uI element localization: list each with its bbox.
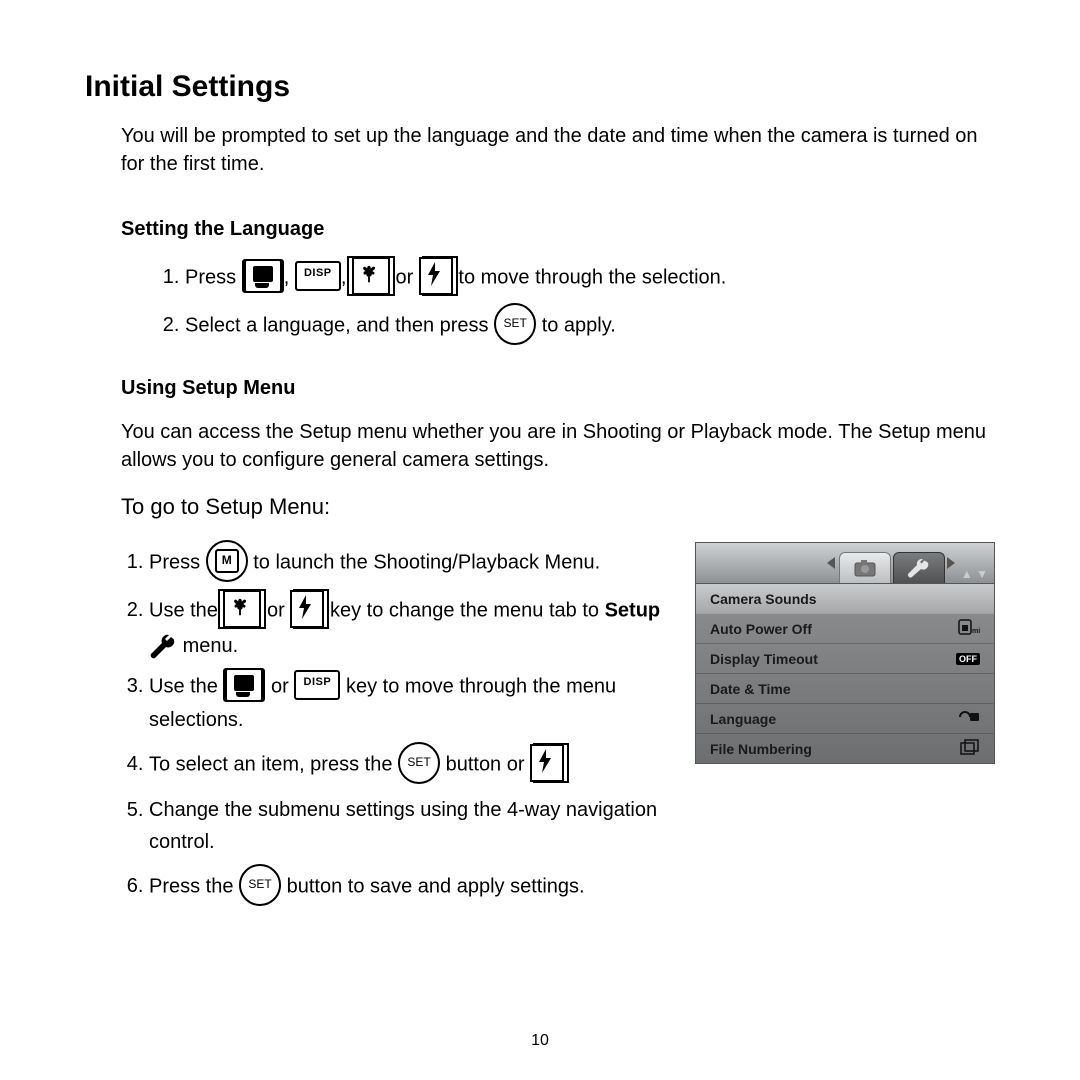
setup-step-5: Change the submenu settings using the 4-… [149,794,665,858]
af-button-icon [223,668,265,702]
setup-step-3: Use the or DISP key to move through the … [149,670,665,736]
section-setup-heading: Using Setup Menu [121,377,995,400]
menu-button-icon: M [206,540,248,582]
language-steps: Press , DISP, or to move through the sel… [145,259,995,347]
setup-step-1: Press M to launch the Shooting/Playback … [149,542,665,584]
svg-text:min: min [972,628,980,635]
macro-button-icon [352,257,390,295]
lcd-screenshot: ▲ ▼ Camera Sounds Auto Power Off min Displa… [695,542,995,764]
lcd-row-label: Date & Time [710,681,791,697]
lcd-row: Language [696,704,994,734]
tab-right-arrow-icon [947,557,955,569]
lcd-tab-shooting [839,552,891,583]
lcd-tab-setup [893,552,945,583]
lcd-row-label: Language [710,711,776,727]
set-button-icon: SET [494,303,536,345]
lcd-row: Camera Sounds [696,584,994,614]
lcd-row-value [958,710,980,728]
lcd-menu-list: Camera Sounds Auto Power Off min Display Ti… [695,584,995,764]
disp-button-icon: DISP [294,670,340,700]
updown-indicator: ▲ ▼ [961,567,988,581]
lcd-row: File Numbering [696,734,994,763]
wrench-icon [149,633,177,661]
set-button-icon: SET [398,742,440,784]
af-button-icon [242,259,284,293]
tab-left-arrow-icon [702,557,835,569]
setup-step-4: To select an item, press the SET button … [149,744,665,786]
page-title: Initial Settings [85,70,995,104]
lcd-row-label: Display Timeout [710,651,818,667]
setup-step-6: Press the SET button to save and apply s… [149,866,665,908]
flash-button-icon [290,590,324,628]
lang-step-2: Select a language, and then press SET to… [185,305,995,347]
lang-step-1: Press , DISP, or to move through the sel… [185,259,995,297]
intro-text: You will be prompted to set up the langu… [121,122,995,178]
lcd-row: Auto Power Off min [696,614,994,644]
setup-intro: You can access the Setup menu whether yo… [121,418,995,474]
disp-button-icon: DISP [295,261,341,291]
lcd-row-label: Auto Power Off [710,621,812,637]
set-button-icon: SET [239,864,281,906]
flash-button-icon [530,744,564,782]
lcd-row: Display Timeout OFF [696,644,994,674]
lcd-row-value: OFF [956,653,980,665]
lcd-row-label: Camera Sounds [710,591,817,607]
page-number: 10 [0,1032,1080,1050]
lcd-row-value [960,739,980,759]
lcd-row-label: File Numbering [710,741,812,757]
setup-step-2: Use the or key to change the menu tab to… [149,592,665,662]
setup-steps: Press M to launch the Shooting/Playback … [109,542,665,908]
setup-goto: To go to Setup Menu: [121,494,995,520]
section-language-heading: Setting the Language [121,218,995,241]
lcd-row: Date & Time [696,674,994,704]
macro-button-icon [223,590,261,628]
lcd-row-value: min [958,619,980,638]
lcd-tab-bar: ▲ ▼ [695,542,995,584]
flash-button-icon [419,257,453,295]
